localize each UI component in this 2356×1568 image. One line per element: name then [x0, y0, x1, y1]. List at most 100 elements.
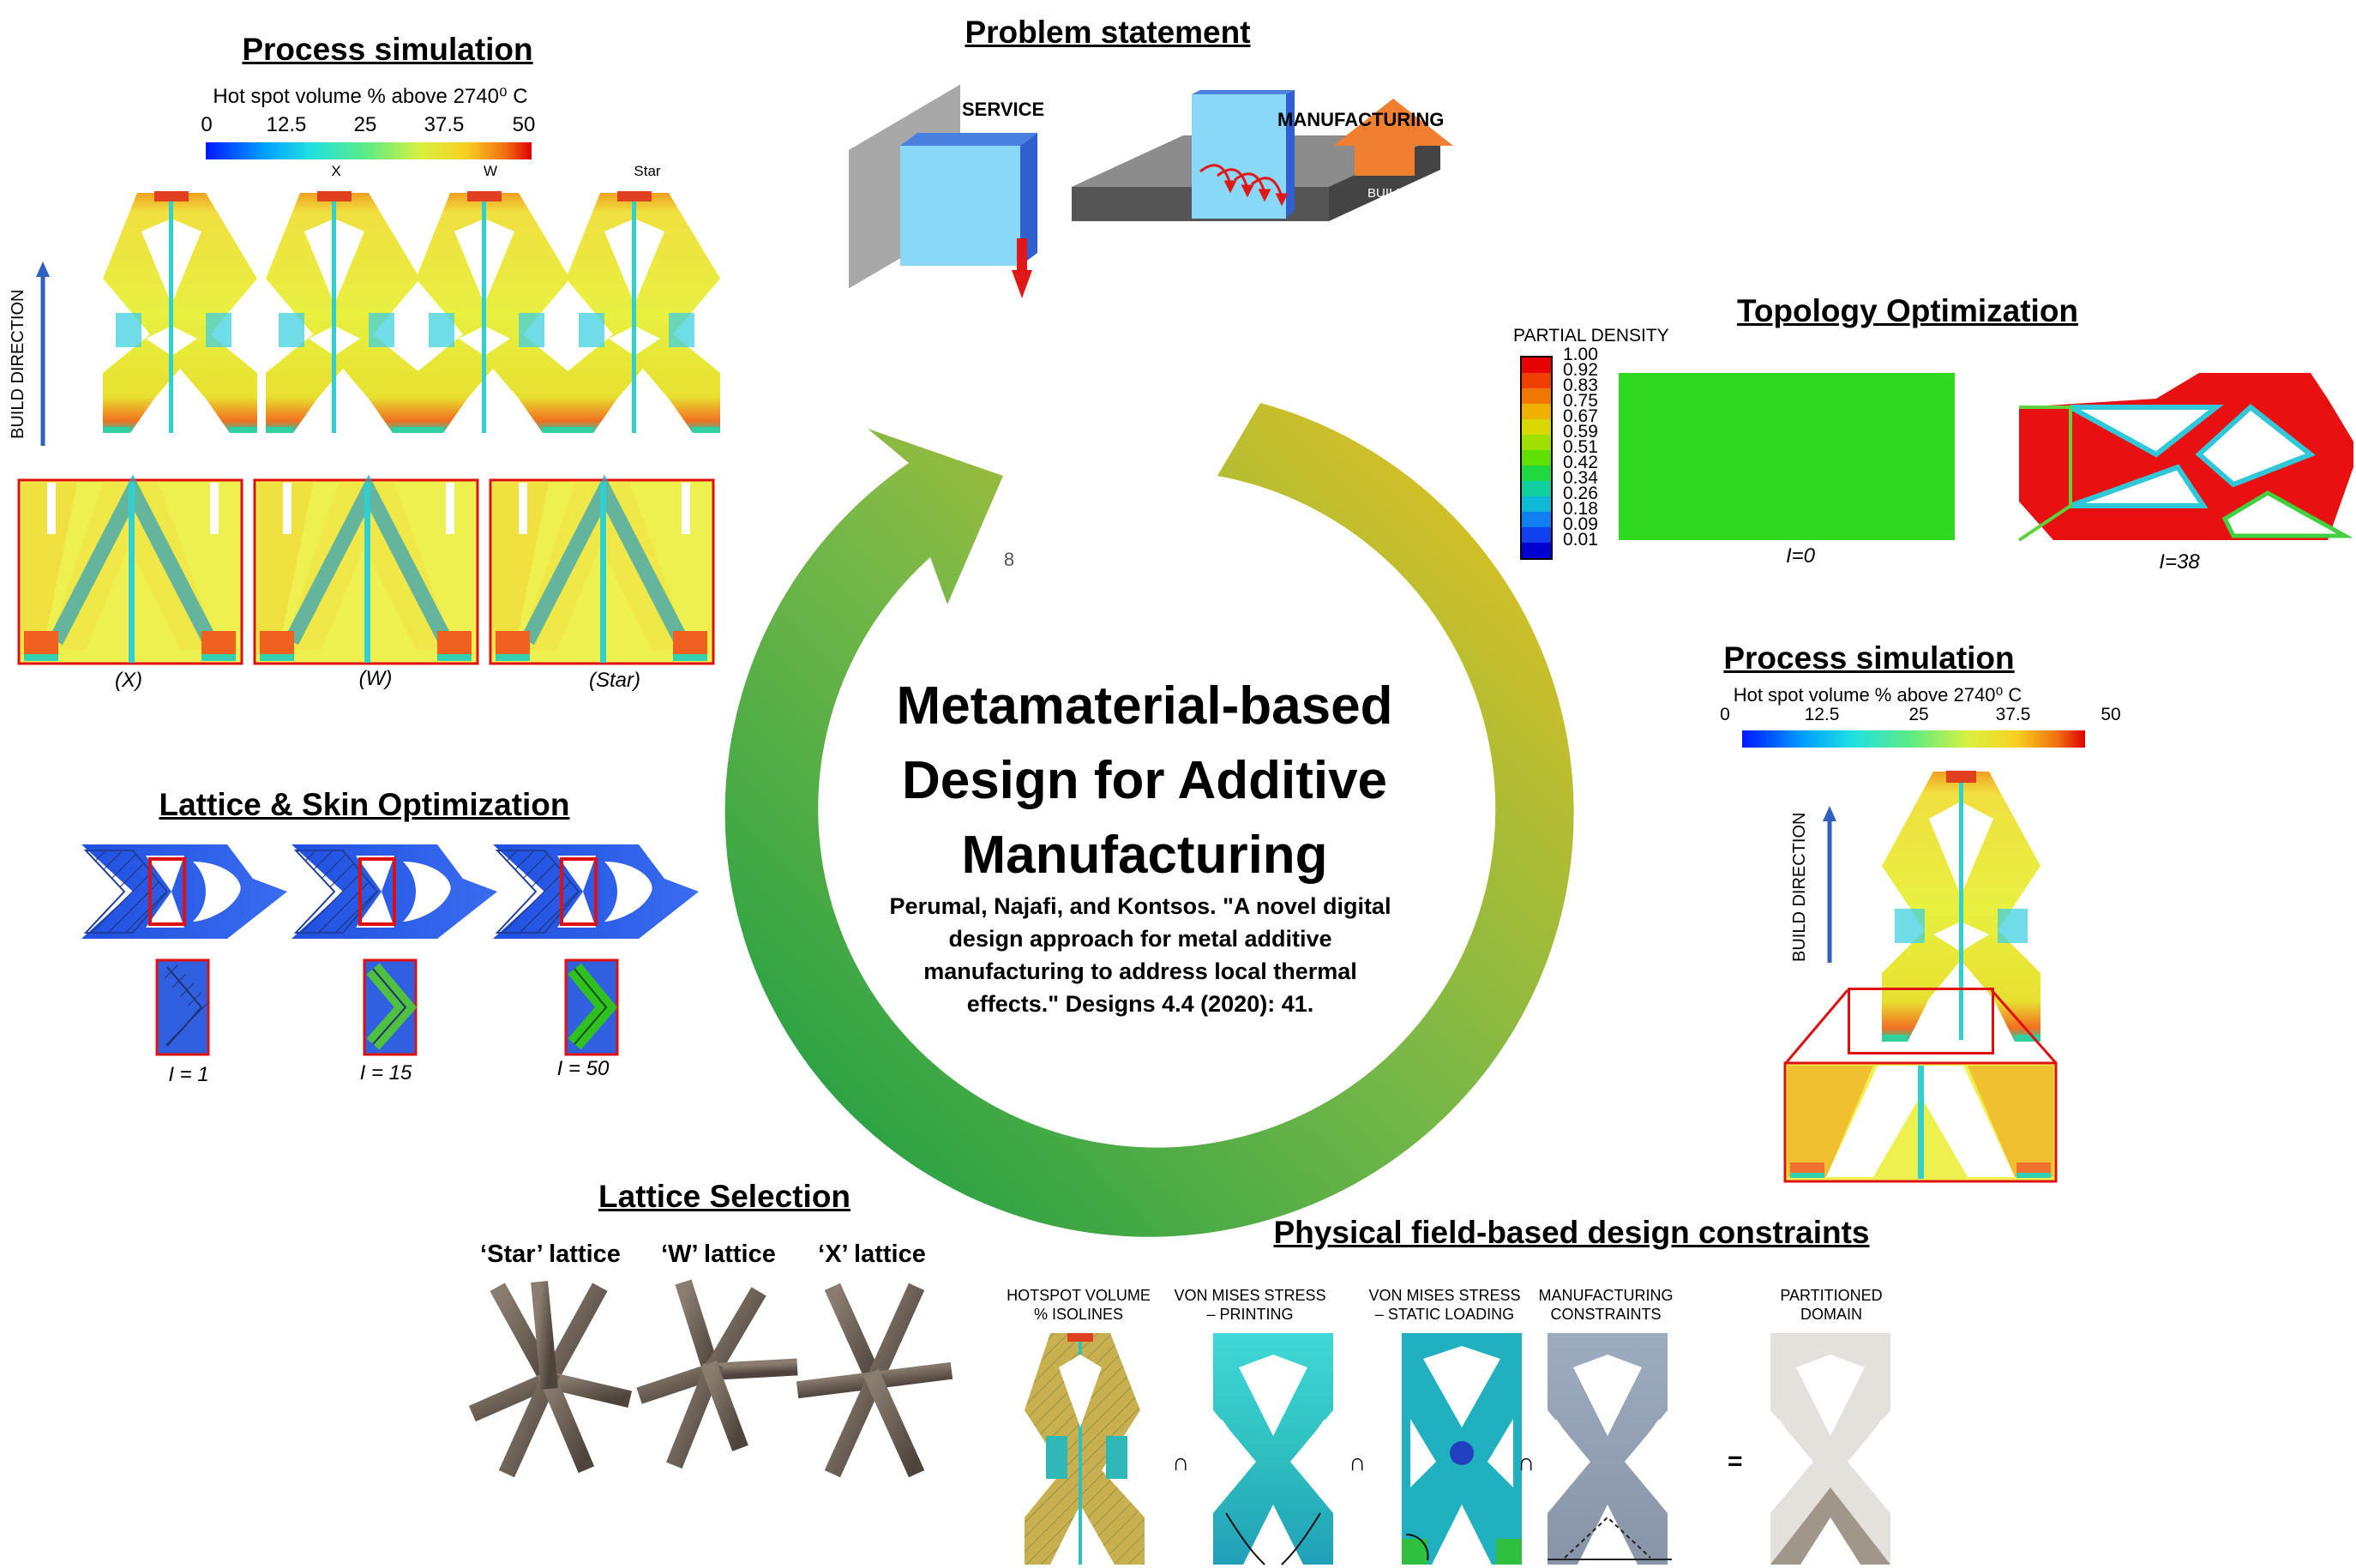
density-value: 0.01	[1563, 530, 1598, 550]
density-value: 1.00	[1563, 345, 1598, 364]
process-top-caption: (X)	[115, 669, 142, 692]
process-right-tick: 25	[1908, 705, 1929, 724]
process-top-legend-title: Hot spot volume % above 2740⁰ C	[213, 85, 528, 108]
density-swatch	[1522, 543, 1551, 558]
process-top-tick: 37.5	[424, 113, 465, 136]
citation-line: Perumal, Najafi, and Kontsos. "A novel d…	[889, 893, 1391, 919]
process-top-tick: 12.5	[266, 113, 307, 136]
zoom-box	[17, 474, 243, 665]
problem-title: Problem statement	[965, 15, 1251, 50]
center-title: Metamaterial-based Design for Additive M…	[897, 669, 1393, 892]
center-title-line: Metamaterial-based	[896, 676, 1393, 736]
lattice-label-x: X	[331, 163, 341, 179]
density-swatch	[1522, 388, 1551, 404]
skin-part	[81, 844, 287, 939]
zoom-box-right	[1783, 1061, 2058, 1183]
density-value: 0.26	[1563, 484, 1598, 503]
service-diagram	[849, 84, 1037, 298]
constraints-title: Physical field-based design constraints	[1273, 1215, 1870, 1250]
operator-intersect: ∩	[1349, 1449, 1367, 1475]
topology-iteration-0	[1619, 373, 1955, 540]
process-top-colorbar	[206, 142, 532, 159]
skin-zoom	[564, 958, 619, 1056]
operator-equals: =	[1728, 1447, 1743, 1475]
density-legend	[1520, 356, 1553, 560]
process-top-tick: 0	[201, 113, 213, 136]
zoom-frame-small	[1848, 988, 1994, 1054]
zoom-boxes	[17, 478, 720, 667]
process-right-tick: 50	[2101, 705, 2121, 724]
x-lattice-cell	[796, 1283, 953, 1478]
density-value: 0.83	[1563, 375, 1598, 395]
lattice-label-star: Star	[634, 163, 661, 179]
build-direction-arrow-right	[1823, 806, 1836, 963]
lattice-skin-caption: I = 50	[556, 1057, 610, 1080]
process-right-title: Process simulation	[1723, 640, 2015, 676]
lattice-unit-cells	[468, 1279, 953, 1478]
citation: Perumal, Najafi, and Kontsos. "A novel d…	[890, 890, 1391, 1020]
density-value: 0.59	[1563, 422, 1598, 442]
process-right-tick: 12.5	[1804, 705, 1840, 724]
build-direction-arrow	[36, 261, 50, 446]
density-value: 0.42	[1563, 453, 1598, 472]
density-swatch	[1522, 481, 1551, 496]
density-swatch	[1522, 512, 1551, 527]
density-value: 0.67	[1563, 406, 1598, 426]
partitioned-domain-part	[1770, 1333, 1890, 1565]
manufacturing-label: MANUFACTURING	[1277, 109, 1445, 130]
lattice-name: ‘X’ lattice	[818, 1241, 926, 1268]
density-swatch	[1522, 496, 1551, 512]
process-top-title: Process simulation	[242, 32, 533, 67]
process-top-tick: 50	[512, 113, 536, 136]
cycle-number: 8	[1003, 549, 1015, 570]
zoom-connectors	[1784, 989, 2058, 1064]
constraint-label: PARTITIONED DOMAIN	[1780, 1287, 1883, 1323]
center-title-line: Manufacturing	[961, 826, 1328, 885]
density-legend-title: PARTIAL DENSITY	[1513, 326, 1669, 345]
density-swatch	[1522, 373, 1551, 388]
lattice-skin-caption: I = 15	[359, 1061, 412, 1084]
density-value: 0.34	[1563, 468, 1598, 488]
process-right-colorbar	[1742, 730, 2085, 748]
lattice-selection-title: Lattice Selection	[598, 1179, 851, 1214]
density-value: 0.18	[1563, 499, 1598, 519]
hotspot-isoline-part	[1025, 1333, 1145, 1565]
lattice-skin-title: Lattice & Skin Optimization	[159, 787, 570, 822]
density-value: 0.51	[1563, 437, 1598, 457]
density-swatch	[1522, 466, 1551, 481]
process-right-part	[1882, 771, 2040, 1042]
lattice-name: ‘Star’ lattice	[480, 1241, 621, 1268]
constraint-label: VON MISES STRESS – PRINTING	[1174, 1287, 1326, 1323]
density-value: 0.75	[1563, 391, 1598, 411]
density-swatch	[1522, 419, 1551, 435]
density-swatch	[1522, 435, 1551, 450]
w-lattice-cell	[636, 1279, 798, 1469]
topology-iteration-38	[2017, 373, 2353, 542]
service-label: SERVICE	[962, 99, 1045, 120]
skin-zoom	[363, 958, 418, 1056]
lattice-skin-parts	[81, 843, 700, 1056]
constraint-label: MANUFACTURING CONSTRAINTS	[1538, 1287, 1674, 1323]
manufacturing-diagram	[1072, 90, 1453, 221]
density-swatch	[1522, 404, 1551, 419]
process-top-tick: 25	[353, 113, 377, 136]
bracket-part	[103, 191, 257, 433]
manufacturing-constraint-part	[1548, 1333, 1672, 1565]
constraint-label: HOTSPOT VOLUME % ISOLINES	[1007, 1287, 1151, 1323]
center-title-line: Design for Additive	[901, 751, 1388, 810]
skin-zoom	[155, 958, 214, 1056]
lattice-name: ‘W’ lattice	[661, 1241, 776, 1268]
process-right-legend-title: Hot spot volume % above 2740⁰ C	[1733, 684, 2022, 706]
topology-title: Topology Optimization	[1736, 293, 2079, 328]
lattice-skin-caption: I = 1	[168, 1063, 209, 1086]
process-top-caption: (Star)	[589, 669, 640, 692]
density-value: 0.09	[1563, 514, 1598, 534]
star-lattice-cell	[468, 1281, 633, 1478]
density-value: 0.92	[1563, 360, 1598, 380]
build-direction-label-right: BUILD DIRECTION	[1790, 812, 1809, 962]
citation-line: design approach for metal additive	[948, 926, 1332, 952]
build-label: BUILD	[1367, 186, 1406, 201]
density-swatch	[1522, 450, 1551, 466]
density-swatch	[1522, 357, 1551, 373]
density-legend-values: 1.00 0.92 0.83 0.75 0.67 0.59 0.51 0.42 0.34 0.26…	[1563, 345, 1598, 550]
